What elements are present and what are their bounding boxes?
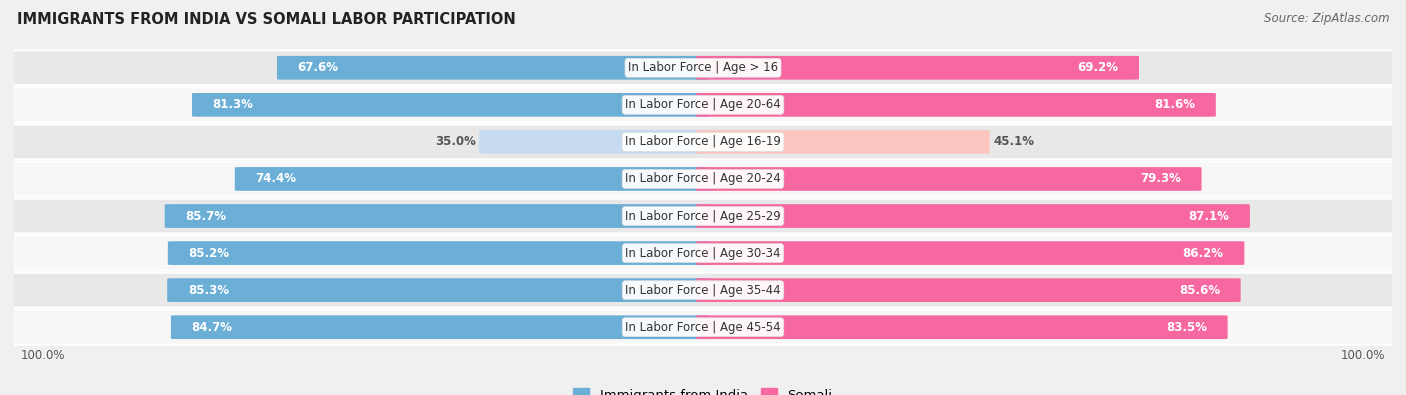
FancyBboxPatch shape [696,278,1240,302]
FancyBboxPatch shape [0,124,1406,159]
Text: 79.3%: 79.3% [1140,173,1181,186]
FancyBboxPatch shape [0,87,1406,122]
FancyBboxPatch shape [167,278,710,302]
Text: 85.2%: 85.2% [188,246,229,260]
Text: 85.3%: 85.3% [188,284,229,297]
FancyBboxPatch shape [479,130,710,154]
Text: 86.2%: 86.2% [1182,246,1223,260]
Text: Source: ZipAtlas.com: Source: ZipAtlas.com [1264,12,1389,25]
Text: 85.6%: 85.6% [1178,284,1220,297]
FancyBboxPatch shape [172,315,710,339]
Text: 81.6%: 81.6% [1154,98,1195,111]
FancyBboxPatch shape [696,241,1244,265]
FancyBboxPatch shape [0,162,1406,196]
FancyBboxPatch shape [167,241,710,265]
Text: In Labor Force | Age 30-34: In Labor Force | Age 30-34 [626,246,780,260]
Text: 100.0%: 100.0% [21,349,66,362]
FancyBboxPatch shape [696,93,1216,117]
FancyBboxPatch shape [696,315,1227,339]
FancyBboxPatch shape [696,130,990,154]
Text: 45.1%: 45.1% [993,135,1033,149]
FancyBboxPatch shape [0,236,1406,271]
Text: 100.0%: 100.0% [1340,349,1385,362]
Text: 87.1%: 87.1% [1188,209,1229,222]
Text: In Labor Force | Age 35-44: In Labor Force | Age 35-44 [626,284,780,297]
FancyBboxPatch shape [696,204,1250,228]
Text: 69.2%: 69.2% [1077,61,1118,74]
FancyBboxPatch shape [0,51,1406,85]
Text: In Labor Force | Age 20-24: In Labor Force | Age 20-24 [626,173,780,186]
Text: In Labor Force | Age 20-64: In Labor Force | Age 20-64 [626,98,780,111]
FancyBboxPatch shape [0,310,1406,344]
Text: 67.6%: 67.6% [298,61,339,74]
Text: 85.7%: 85.7% [186,209,226,222]
Text: In Labor Force | Age 16-19: In Labor Force | Age 16-19 [626,135,780,149]
Text: IMMIGRANTS FROM INDIA VS SOMALI LABOR PARTICIPATION: IMMIGRANTS FROM INDIA VS SOMALI LABOR PA… [17,12,516,27]
Text: In Labor Force | Age > 16: In Labor Force | Age > 16 [628,61,778,74]
FancyBboxPatch shape [165,204,710,228]
FancyBboxPatch shape [193,93,710,117]
FancyBboxPatch shape [0,273,1406,308]
FancyBboxPatch shape [696,167,1202,191]
FancyBboxPatch shape [0,199,1406,233]
FancyBboxPatch shape [277,56,710,80]
FancyBboxPatch shape [235,167,710,191]
FancyBboxPatch shape [696,56,1139,80]
Text: 84.7%: 84.7% [191,321,232,334]
Text: 74.4%: 74.4% [256,173,297,186]
Text: In Labor Force | Age 45-54: In Labor Force | Age 45-54 [626,321,780,334]
Legend: Immigrants from India, Somali: Immigrants from India, Somali [568,383,838,395]
Text: In Labor Force | Age 25-29: In Labor Force | Age 25-29 [626,209,780,222]
Text: 81.3%: 81.3% [212,98,253,111]
Text: 35.0%: 35.0% [434,135,475,149]
Text: 83.5%: 83.5% [1166,321,1206,334]
